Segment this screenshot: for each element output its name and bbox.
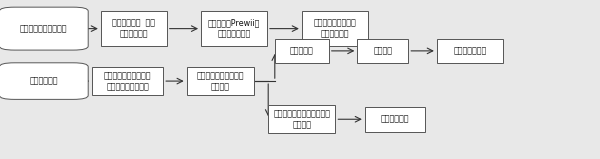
Text: 中值降噪滤波  直方
图均衡化处理: 中值降噪滤波 直方 图均衡化处理 [112,19,155,39]
Text: 输入二值图像: 输入二值图像 [29,77,58,86]
Text: 分析水平、倾斜、垂直线段
分布密度: 分析水平、倾斜、垂直线段 分布密度 [274,109,331,129]
Text: 推理绝缘子区域: 推理绝缘子区域 [453,46,487,55]
FancyBboxPatch shape [0,63,88,99]
FancyBboxPatch shape [268,105,335,133]
Text: 计算水平、倾斜、垂直
小线段的斜率与截距: 计算水平、倾斜、垂直 小线段的斜率与截距 [104,71,152,91]
FancyBboxPatch shape [437,38,503,63]
Text: 通过最大类间方差法
生成二值图像: 通过最大类间方差法 生成二值图像 [313,19,356,39]
Text: 将斜率和截距相同的小
线段合并: 将斜率和截距相同的小 线段合并 [196,71,244,91]
Text: 识别杆塔区域: 识别杆塔区域 [380,115,409,124]
FancyBboxPatch shape [358,38,409,63]
Text: 四个方向的Prewii算
子进行边缘提取: 四个方向的Prewii算 子进行边缘提取 [208,19,260,39]
Text: 搜寻并行线: 搜寻并行线 [290,46,314,55]
FancyBboxPatch shape [92,67,163,95]
Text: 采集一帧红外灰度图像: 采集一帧红外灰度图像 [20,24,68,33]
FancyBboxPatch shape [187,67,254,95]
FancyBboxPatch shape [275,38,329,63]
Text: 识别导线: 识别导线 [373,46,392,55]
FancyBboxPatch shape [365,107,425,132]
FancyBboxPatch shape [302,11,368,46]
FancyBboxPatch shape [101,11,167,46]
FancyBboxPatch shape [201,11,267,46]
FancyBboxPatch shape [0,7,88,50]
